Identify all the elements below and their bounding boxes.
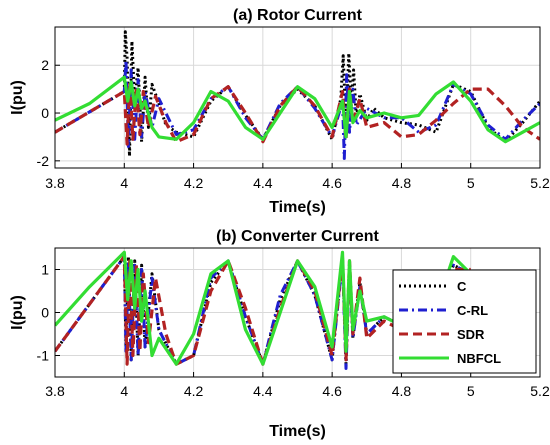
- series-line-nbfcl: [55, 250, 472, 366]
- legend-label: C: [457, 279, 467, 294]
- y-tick-label: 1: [41, 262, 49, 278]
- legend-item: NBFCL: [399, 351, 501, 366]
- x-axis-label: Time(s): [269, 423, 326, 440]
- series-line-nbfcl: [55, 75, 540, 144]
- x-tick-label: 4.6: [322, 175, 342, 191]
- x-tick-label: 4.8: [392, 383, 412, 399]
- legend-label: NBFCL: [457, 351, 501, 366]
- series-group: [55, 30, 540, 160]
- x-tick-label: 4.6: [322, 383, 342, 399]
- y-axis-label: I(pu): [9, 80, 26, 115]
- x-tick-label: 4.2: [184, 175, 204, 191]
- x-tick-label: 4.4: [253, 175, 273, 191]
- y-tick-label: 0: [41, 105, 49, 121]
- legend-item: SDR: [399, 327, 485, 342]
- x-tick-label: 4.8: [392, 175, 412, 191]
- x-tick-label: 5: [467, 383, 475, 399]
- x-tick-label: 4: [120, 383, 128, 399]
- x-tick-label: 5: [467, 175, 475, 191]
- y-tick-label: 2: [41, 57, 49, 73]
- legend: C C-RL SDR NBFCL: [392, 269, 537, 374]
- legend-box: [392, 269, 537, 374]
- rotor-current-panel: 3.8 4 4.2 4.4 4.6 4.8 5 5.2 -2 0 2 (a) Rotor Curren…: [9, 7, 550, 216]
- y-axis-label: I(pu): [9, 295, 26, 330]
- x-tick-label: 3.8: [45, 383, 65, 399]
- chart-title: (a) Rotor Current: [233, 7, 363, 24]
- y-tick-label: -2: [37, 153, 50, 169]
- legend-label: C-RL: [457, 303, 488, 318]
- series-group: [55, 250, 472, 370]
- x-tick-label: 3.8: [45, 175, 65, 191]
- x-axis-label: Time(s): [269, 199, 326, 216]
- y-tick-label: 0: [41, 305, 49, 321]
- x-tick-label: 4.4: [253, 383, 273, 399]
- legend-item: C-RL: [399, 303, 488, 318]
- legend-label: SDR: [457, 327, 485, 342]
- y-tick-label: -1: [37, 348, 50, 364]
- chart-title: (b) Converter Current: [216, 228, 379, 245]
- series-line-sdr: [55, 80, 540, 146]
- axes-frame: [54, 26, 541, 169]
- x-tick-label: 4: [120, 175, 128, 191]
- legend-item: C: [399, 279, 467, 294]
- x-tick-label: 4.2: [184, 383, 204, 399]
- x-tick-label: 5.2: [530, 383, 550, 399]
- converter-current-panel: 3.8 4 4.2 4.4 4.6 4.8 5 5.2 -1 0 1 (b) Converter Cu…: [9, 228, 550, 440]
- x-tick-label: 5.2: [530, 175, 550, 191]
